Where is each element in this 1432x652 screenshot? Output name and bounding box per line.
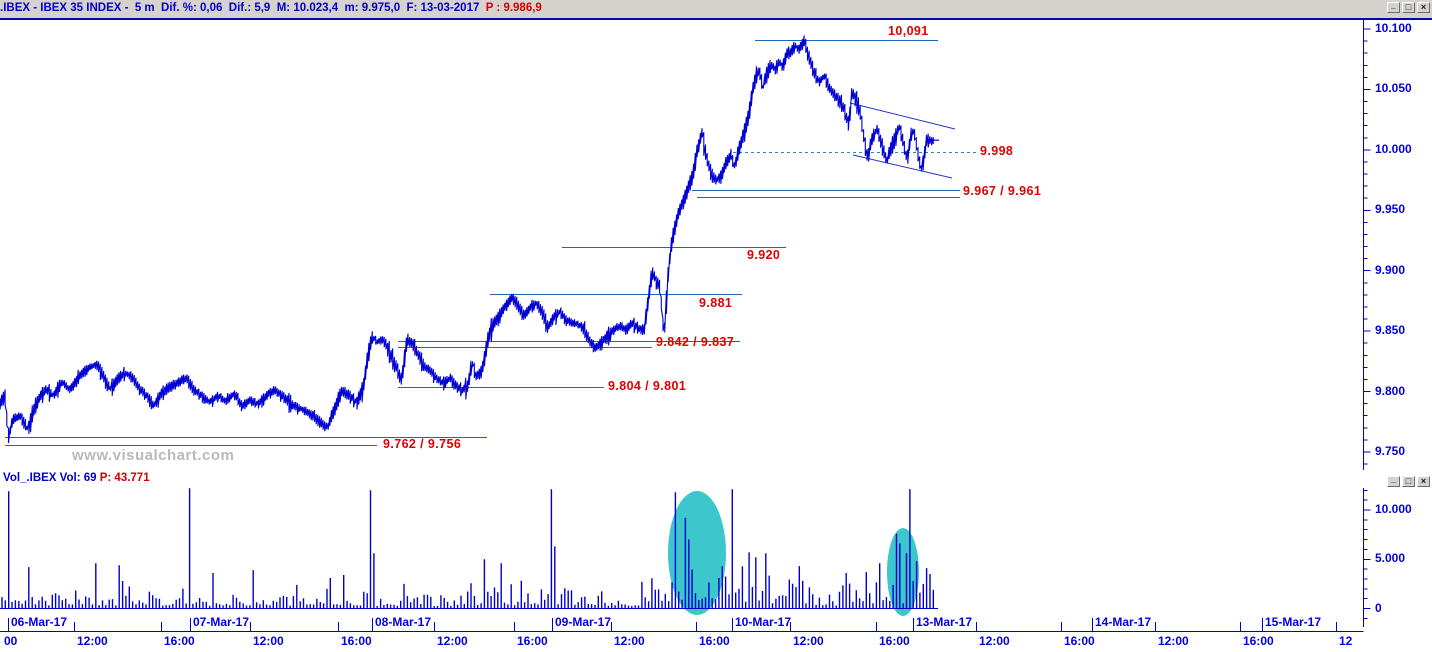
titlebar-divider bbox=[0, 18, 1432, 20]
price-pane-window-controls: _ □ × bbox=[1387, 1, 1430, 13]
volume-pane-window-controls: _ □ × bbox=[1387, 475, 1430, 487]
volume-header-right: P: 43.771 bbox=[96, 472, 150, 484]
maximize-icon[interactable]: □ bbox=[1402, 2, 1415, 13]
last-price: P : 9.986,9 bbox=[482, 2, 542, 14]
close-icon[interactable]: × bbox=[1417, 2, 1430, 13]
volume-header: Vol_.IBEX Vol: 69 P: 43.771 bbox=[3, 472, 150, 484]
price-chart-pane[interactable] bbox=[0, 20, 1362, 470]
minimize-icon[interactable]: _ bbox=[1387, 475, 1400, 487]
highlight-ellipse bbox=[887, 528, 919, 616]
volume-header-left: Vol_.IBEX Vol: 69 bbox=[3, 472, 97, 484]
volume-pane[interactable] bbox=[0, 472, 1362, 630]
highlight-ellipse bbox=[668, 491, 726, 615]
instrument-stats: Dif. %: 0,06 Dif.: 5,9 M: 10.023,4 m: 9.… bbox=[157, 2, 483, 14]
price-line bbox=[0, 35, 934, 444]
watermark: www.visualchart.com bbox=[72, 447, 235, 464]
minimize-icon[interactable]: _ bbox=[1387, 1, 1400, 13]
volume-bars bbox=[1, 488, 934, 609]
close-icon[interactable]: × bbox=[1417, 476, 1430, 487]
maximize-icon[interactable]: □ bbox=[1402, 476, 1415, 487]
instrument-title: .IBEX - IBEX 35 INDEX - 5 m bbox=[0, 2, 158, 14]
app-titlebar: .IBEX - IBEX 35 INDEX - 5 m Dif. %: 0,06… bbox=[0, 0, 1432, 18]
